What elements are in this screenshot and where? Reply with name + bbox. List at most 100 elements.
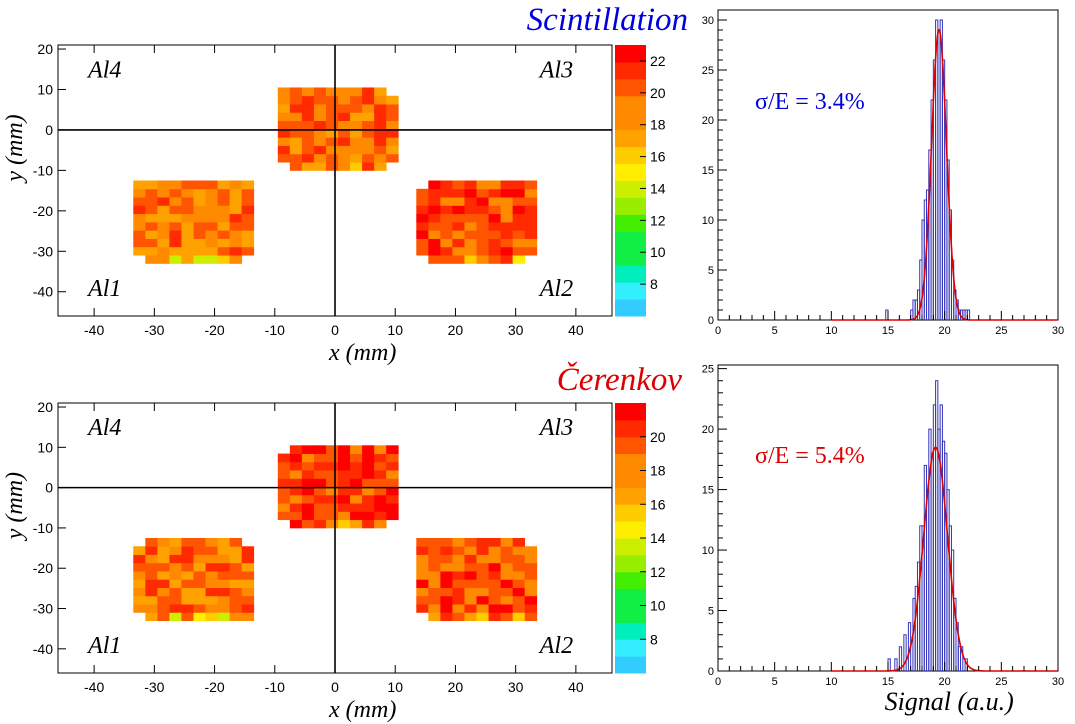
heatmap-cell <box>464 562 477 572</box>
heatmap-cell <box>428 205 441 215</box>
heatmap-cell <box>338 511 351 521</box>
colorbar-swatch <box>615 146 646 165</box>
heatmap-cell <box>386 494 399 504</box>
heatmap-cell <box>488 221 501 231</box>
heatmap-cell <box>169 238 182 248</box>
heatmap-cell <box>169 562 182 572</box>
heatmap-cell <box>157 554 170 564</box>
heatmap-cell <box>157 246 170 256</box>
heatmap-cell <box>374 120 387 130</box>
heatmap-cell <box>386 104 399 113</box>
heatmap-cell <box>241 205 255 215</box>
heatmap-cell <box>374 145 387 155</box>
heatmap-cell <box>217 554 231 564</box>
colorbar-swatch <box>615 453 646 471</box>
quadrant-label-al3: Al3 <box>538 415 573 441</box>
colorbar-swatch <box>615 61 646 80</box>
heatmap-cell <box>428 612 441 622</box>
heatmap-cell <box>169 255 182 264</box>
heatmap-cell <box>464 213 477 223</box>
heatmap-cell <box>241 546 255 555</box>
heatmap-cell <box>464 579 477 588</box>
heatmap-cell <box>512 604 526 613</box>
heatmap-cell <box>181 604 194 613</box>
heatmap-cell <box>277 511 291 521</box>
heatmap-cell <box>325 445 339 454</box>
heatmap-cell <box>350 503 363 512</box>
quadrant-label-al1: Al1 <box>86 633 121 659</box>
heatmap-cell <box>386 503 399 512</box>
heatmap-cell <box>313 503 327 512</box>
heatmap-cell <box>313 104 327 113</box>
heatmap-cell <box>374 519 387 529</box>
heatmap-cell <box>313 112 327 122</box>
heatmap-cell <box>338 478 351 488</box>
heatmap-cell <box>325 95 339 105</box>
heatmap-cell <box>488 205 501 215</box>
heatmap-cell <box>338 453 351 463</box>
heatmap-cell <box>362 153 375 163</box>
colorbar-swatch <box>615 403 646 421</box>
heatmap-cell <box>416 188 429 198</box>
heatmap-cell <box>217 595 231 605</box>
heatmap-cell <box>157 213 170 223</box>
colorbar-tick-label: 18 <box>650 463 666 479</box>
heatmap-cell <box>313 145 327 155</box>
heatmap-cell <box>205 546 218 555</box>
heatmap-cell <box>193 221 206 231</box>
heatmap-cell <box>452 221 465 231</box>
heatmap-cell <box>386 153 399 163</box>
heatmap-cell <box>350 162 363 171</box>
heatmap-cell <box>416 213 429 223</box>
heatmap-cell <box>338 494 351 504</box>
quadrant-label-al1: Al1 <box>86 276 121 302</box>
heatmap-cell <box>145 595 158 605</box>
heatmap-cell <box>289 95 303 105</box>
heatmap-cell <box>205 538 218 547</box>
heatmap-cell <box>350 461 363 471</box>
heatmap-cell <box>416 546 429 555</box>
heatmap-cell <box>181 562 194 572</box>
colorbar-swatch <box>615 656 646 674</box>
heatmap-cell <box>313 519 327 529</box>
heatmap-cell <box>241 595 255 605</box>
heatmap-cell <box>289 470 303 479</box>
heatmap-cell <box>301 486 315 496</box>
gaussian-fit-curve <box>831 28 1058 321</box>
heatmap-cell <box>241 230 255 239</box>
heatmap-cell <box>133 546 146 555</box>
heatmap-cell <box>157 205 170 215</box>
colorbar-swatch <box>615 538 646 556</box>
heatmap-cell <box>416 238 429 248</box>
x-axis-label: x (mm) <box>328 340 396 366</box>
heatmap-cell <box>325 486 339 496</box>
heatmap-cell <box>452 538 465 547</box>
heatmap-cell <box>524 238 538 248</box>
heatmap-cell <box>217 604 231 613</box>
heatmap-cell <box>217 571 231 580</box>
heatmap-cell <box>350 519 363 529</box>
heatmap-cell <box>524 579 538 588</box>
heatmap-cell <box>428 604 441 613</box>
quadrant-label-al2: Al2 <box>538 633 573 659</box>
y-tick-label: -20 <box>33 560 53 576</box>
heatmap-cell <box>452 587 465 597</box>
x-tick-label: 0 <box>715 676 721 688</box>
heatmap-cell <box>205 197 218 206</box>
x-tick-label: 15 <box>882 676 894 688</box>
heatmap-cell <box>157 230 170 239</box>
heatmap-cell <box>157 197 170 206</box>
heatmap-cell <box>440 554 453 564</box>
heatmap-cell <box>440 571 453 580</box>
heatmap-cell <box>133 562 146 572</box>
heatmap-cell <box>133 571 146 580</box>
heatmap-cell <box>512 546 526 555</box>
heatmap-cell <box>217 538 231 547</box>
heatmap-cell <box>512 255 526 264</box>
histogram-bin <box>903 634 907 671</box>
x-tick-label: 20 <box>939 325 951 337</box>
heatmap-cell <box>145 612 158 622</box>
heatmap-cell <box>452 238 465 248</box>
colorbar-swatch <box>615 129 646 148</box>
heatmap-cell <box>452 205 465 215</box>
